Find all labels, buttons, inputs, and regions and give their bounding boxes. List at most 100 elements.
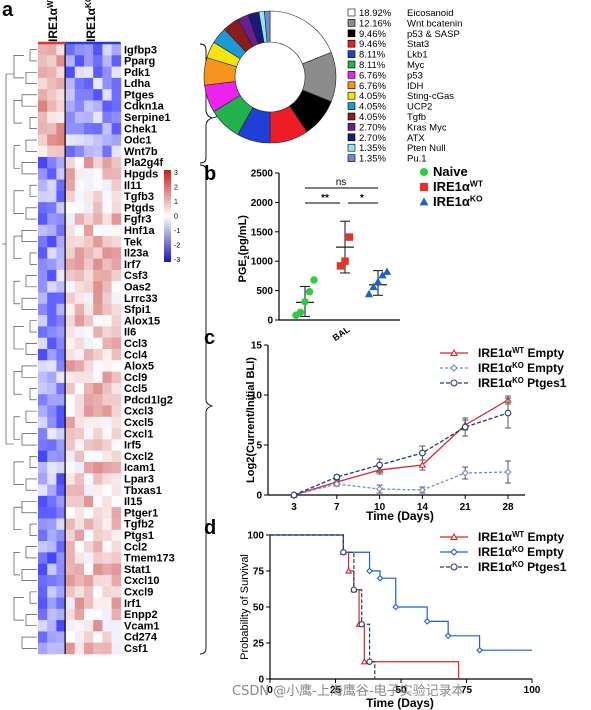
heatmap-cell [74,382,85,395]
heatmap-cell [74,236,85,248]
heatmap-cell [38,461,48,474]
heatmap-cell [47,450,57,463]
dendrogram-branch [13,100,22,124]
heatmap-cell [93,394,103,406]
heatmap-cell [102,179,112,192]
heatmap-cell [93,461,103,474]
x-tick-label: 10 [374,502,386,513]
heatmap-cell [74,123,85,135]
heatmap-cell [84,337,94,350]
data-point [345,233,354,241]
heatmap-cell [74,77,85,90]
legend-value: 4.05% [359,91,386,102]
heatmap-cell [47,529,57,542]
sig-label: ns [336,177,347,188]
dendrogram-branch [29,117,37,130]
heatmap-cell [102,44,112,56]
data-point [373,277,383,285]
gene-label: Tek [124,236,143,248]
colorbar-tick: 0 [174,214,178,221]
heatmap-cell [47,292,57,305]
dendrogram-branch [13,145,20,169]
dendrogram-branch [13,190,24,214]
censor-marker [350,586,357,593]
heatmap-cell [93,145,103,158]
heatmap-cell [74,394,85,406]
censor-marker [360,657,368,665]
heatmap-cell [74,134,85,146]
gene-label: Ptgs1 [124,530,154,542]
data-point [382,267,392,275]
heatmap-cell [111,473,122,485]
heatmap-cell [47,111,57,124]
dendrogram-branch [13,506,22,531]
legend-label: IDH [407,81,424,92]
heatmap-cell [93,156,103,169]
heatmap-cell [47,281,57,293]
heatmap-cell [111,100,122,113]
heatmap-cell [74,326,85,339]
heatmap-cell [93,428,103,440]
heatmap-cell [93,473,103,485]
gene-label: Lpar3 [124,474,154,486]
heatmap-cell [38,100,48,113]
heatmap-cell [84,168,94,180]
heatmap-cell [65,371,76,384]
heatmap-cell [56,281,66,293]
heatmap-cell [47,631,57,644]
heatmap-cell [38,631,48,644]
dendrogram-branch [25,343,37,355]
heatmap-cell [47,541,57,553]
heatmap-cell [84,292,94,305]
heatmap-cell [93,574,103,587]
heatmap-cell [102,168,112,180]
dendrogram-branch [13,54,24,79]
survival-plot: 0 25 50 75 100 0 25 50 75 100 Time (Days) Probabili… [239,530,567,710]
heatmap-cell [47,507,57,519]
heatmap-cell [56,608,66,621]
heatmap-cell [111,563,122,576]
dendrogram-branch [21,94,37,107]
heatmap-cell [111,574,122,587]
heatmap-cell [74,258,85,271]
data-point [310,276,318,284]
gene-label: Cxcl9 [124,586,153,598]
legend-label: IRE1αWT [433,178,484,194]
gene-label: Pla2g4f [124,157,163,169]
heatmap-cell [102,349,112,361]
heatmap-cell [102,111,112,124]
heatmap-cell [74,66,85,79]
heatmap-cell [93,541,103,553]
heatmap-cell [93,337,103,350]
legend-value: 6.76% [359,81,386,92]
heatmap-cell [74,269,85,282]
heatmap-cell [102,608,112,621]
heatmap-cell [111,586,122,598]
heatmap-cell [93,405,103,418]
heatmap-cell [74,111,85,124]
dendrogram-branch [13,552,20,576]
heatmap-cell [74,89,85,101]
heatmap-cell [102,66,112,79]
heatmap-cell [84,134,94,146]
y-axis-label: PGE2(pg/mL) [237,215,251,283]
heatmap-cell [93,552,103,564]
heatmap-cell [38,642,48,655]
heatmap-cell [56,111,66,124]
heatmap-cell [111,55,122,67]
x-tick-label: 21 [460,502,472,513]
heatmap-cell [74,337,85,350]
dendrogram-branch [21,365,37,378]
heatmap-cell [47,484,57,497]
heatmap-cell [111,168,122,180]
heatmap-cell [65,89,76,101]
censor-marker [423,618,431,625]
heatmap-cell [84,360,94,372]
heatmap-cell [65,213,76,226]
heatmap-cell [38,315,48,327]
heatmap-cell [38,507,48,519]
heatmap-cell [111,518,122,531]
heatmap-cell [38,224,48,237]
x-axis-label: Time (Days) [366,696,434,710]
gene-label: Icam1 [124,462,155,474]
